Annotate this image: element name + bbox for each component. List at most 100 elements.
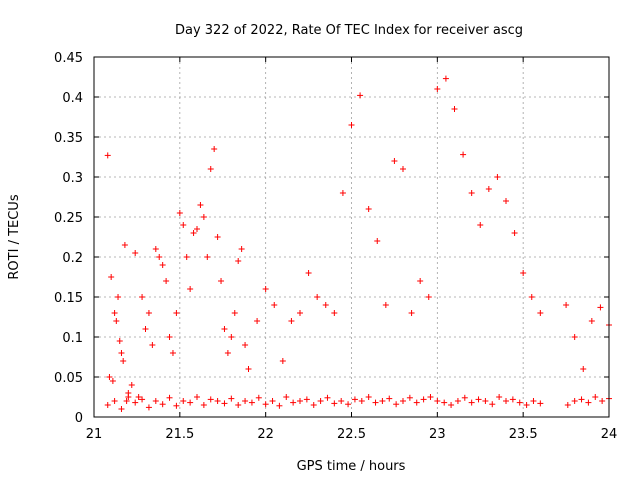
data-point	[269, 398, 276, 404]
data-point	[149, 342, 156, 348]
data-point	[159, 262, 166, 268]
data-point	[461, 394, 468, 401]
data-point	[166, 394, 173, 401]
data-point	[324, 394, 331, 401]
data-point	[345, 401, 352, 408]
data-point	[523, 402, 530, 408]
data-point	[156, 254, 163, 260]
x-tick-label: 21.5	[165, 427, 194, 442]
data-point	[530, 398, 537, 404]
x-tick-label: 21	[86, 427, 103, 442]
data-point	[434, 86, 441, 92]
data-point	[190, 230, 197, 236]
data-point	[482, 398, 489, 404]
data-point	[303, 396, 310, 403]
y-tick-label: 0.1	[62, 331, 83, 346]
data-point	[580, 366, 587, 372]
data-point	[228, 334, 235, 340]
data-point	[262, 401, 269, 408]
data-point	[460, 151, 467, 158]
data-point	[290, 399, 297, 406]
data-point	[115, 294, 122, 300]
data-point	[221, 326, 228, 332]
data-point	[204, 254, 211, 260]
data-point	[173, 310, 180, 316]
data-point	[351, 396, 358, 403]
data-point	[400, 166, 406, 172]
data-point	[207, 166, 214, 172]
data-point	[245, 366, 252, 372]
data-point	[511, 230, 518, 236]
data-point	[406, 394, 413, 401]
data-point	[169, 350, 176, 356]
x-tick-label: 22	[257, 427, 274, 442]
data-point	[496, 394, 503, 400]
data-point	[468, 190, 475, 196]
data-point	[187, 399, 194, 406]
data-point	[152, 398, 159, 404]
data-point	[104, 402, 111, 408]
data-point	[564, 402, 571, 408]
data-point	[142, 326, 149, 332]
data-point	[111, 398, 118, 404]
data-point	[166, 334, 173, 340]
data-point	[468, 399, 475, 406]
data-point	[283, 394, 290, 400]
data-point	[386, 395, 393, 402]
data-point	[528, 294, 535, 300]
data-point	[331, 400, 338, 407]
data-point	[358, 398, 365, 404]
data-point	[132, 399, 139, 406]
data-point	[211, 146, 218, 152]
y-tick-label: 0.35	[54, 131, 83, 146]
data-point	[489, 401, 496, 408]
data-point	[588, 318, 595, 324]
y-tick-label: 0.25	[54, 211, 83, 226]
data-point	[391, 158, 398, 164]
data-point	[413, 399, 420, 406]
data-point	[200, 402, 207, 408]
data-point	[118, 350, 125, 356]
data-point	[297, 310, 303, 316]
data-point	[288, 318, 295, 324]
data-point	[109, 378, 116, 384]
data-point	[125, 394, 132, 400]
data-point	[120, 358, 127, 364]
data-point	[420, 396, 427, 403]
data-point	[578, 396, 585, 403]
data-point	[451, 106, 458, 112]
data-point	[221, 400, 228, 407]
data-point	[123, 398, 130, 404]
data-point	[173, 402, 180, 409]
data-point	[310, 402, 317, 408]
data-point	[197, 202, 204, 208]
data-point	[180, 398, 187, 404]
data-point	[379, 398, 386, 404]
data-point	[183, 254, 190, 260]
data-point	[255, 394, 262, 401]
data-point	[417, 278, 424, 284]
data-point	[228, 395, 235, 402]
data-point	[135, 394, 142, 400]
data-point	[159, 401, 166, 408]
data-point	[322, 302, 329, 308]
data-point	[139, 396, 146, 403]
data-point	[563, 302, 570, 308]
data-point	[163, 278, 170, 284]
y-tick-label: 0.3	[62, 171, 83, 186]
data-point	[271, 302, 278, 308]
data-point	[214, 398, 221, 404]
x-tick-label: 24	[601, 427, 618, 442]
data-point	[348, 122, 355, 128]
data-point	[262, 286, 269, 292]
x-tick-label: 22.5	[337, 427, 366, 442]
plot-frame	[93, 56, 610, 418]
data-point	[128, 382, 135, 388]
data-point	[231, 310, 238, 316]
data-point	[276, 402, 283, 409]
data-point	[503, 198, 509, 204]
data-point	[477, 222, 484, 228]
data-point	[537, 310, 544, 316]
